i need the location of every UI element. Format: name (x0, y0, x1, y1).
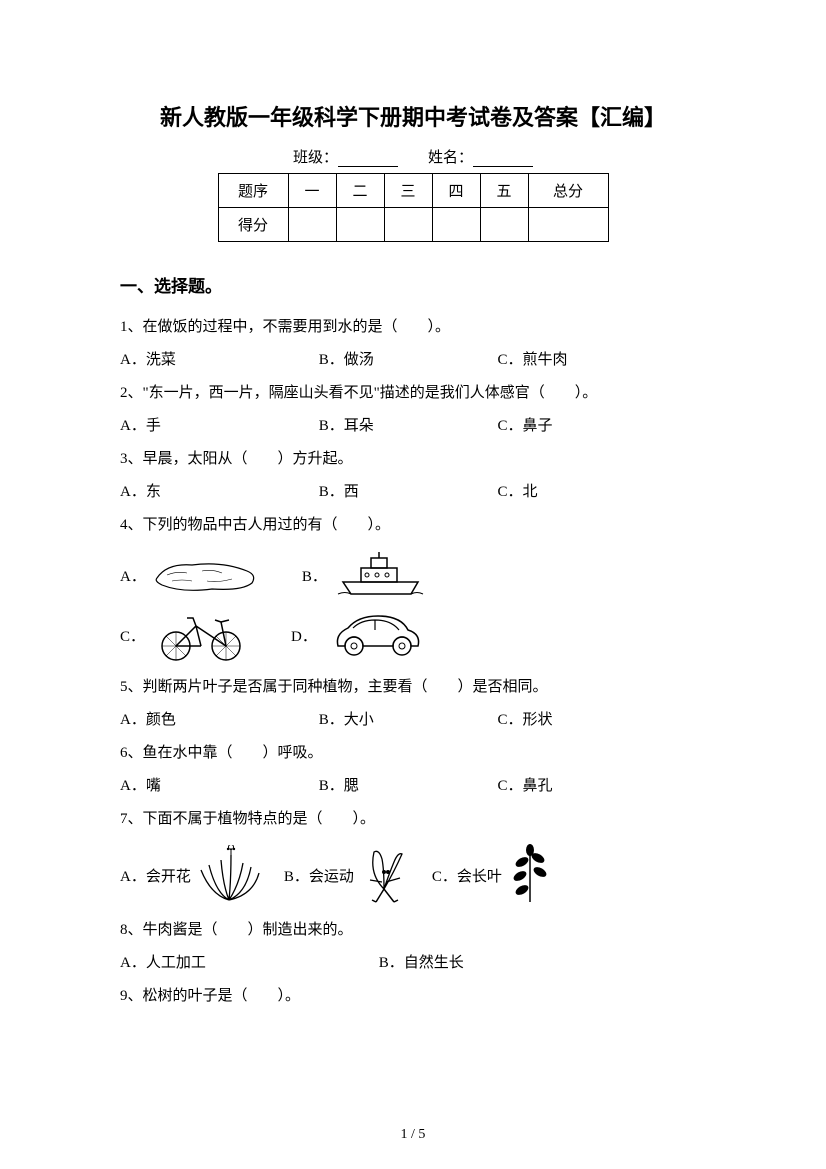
q7-opt-a: A．会开花 (120, 865, 191, 886)
q4-opt-a-label: A． (120, 565, 146, 586)
ship-icon (333, 550, 428, 600)
q7-options: A．会开花 B．会运动 C．会长叶 (120, 844, 706, 906)
q3-options: A．东 B．西 C．北 (120, 476, 706, 509)
question-5: 5、判断两片叶子是否属于同种植物，主要看（ ）是否相同。 (120, 671, 706, 704)
td-blank (288, 208, 336, 242)
th-2: 二 (336, 174, 384, 208)
q2-opt-a: A．手 (120, 410, 315, 443)
q4-opt-c-label: C． (120, 625, 145, 646)
q5-opt-a: A．颜色 (120, 704, 315, 737)
q5-opt-b: B．大小 (319, 704, 494, 737)
th-1: 一 (288, 174, 336, 208)
q8-opt-a: A．人工加工 (120, 947, 375, 980)
q3-opt-c: C．北 (498, 476, 538, 509)
name-blank (473, 153, 533, 167)
bicycle-icon (151, 608, 251, 663)
q4-row-cd: C． D． (120, 608, 706, 663)
td-blank (480, 208, 528, 242)
question-3: 3、早晨，太阳从（ ）方升起。 (120, 443, 706, 476)
car-icon (323, 608, 428, 663)
page-footer: 1 / 5 (0, 1127, 826, 1143)
question-9: 9、松树的叶子是（ ）。 (120, 980, 706, 1013)
q2-opt-c: C．鼻子 (498, 410, 553, 443)
q6-options: A．嘴 B．腮 C．鼻孔 (120, 770, 706, 803)
table-row: 得分 (218, 208, 608, 242)
running-plant-icon (354, 844, 414, 906)
q7-opt-b: B．会运动 (284, 865, 354, 886)
th-4: 四 (432, 174, 480, 208)
question-1: 1、在做饭的过程中，不需要用到水的是（ ）。 (120, 311, 706, 344)
q2-options: A．手 B．耳朵 C．鼻子 (120, 410, 706, 443)
q8-opt-b: B．自然生长 (379, 947, 464, 980)
q7-opt-c: C．会长叶 (432, 865, 502, 886)
score-table: 题序 一 二 三 四 五 总分 得分 (218, 173, 609, 242)
stone-axe-icon (152, 553, 262, 598)
td-score-label: 得分 (218, 208, 288, 242)
class-blank (338, 153, 398, 167)
q8-options: A．人工加工 B．自然生长 (120, 947, 706, 980)
th-5: 五 (480, 174, 528, 208)
td-blank (336, 208, 384, 242)
table-row: 题序 一 二 三 四 五 总分 (218, 174, 608, 208)
q4-row-ab: A． B． (120, 550, 706, 600)
q1-opt-c: C．煎牛肉 (498, 344, 568, 377)
leaf-branch-icon (502, 844, 557, 906)
q5-options: A．颜色 B．大小 C．形状 (120, 704, 706, 737)
q3-opt-a: A．东 (120, 476, 315, 509)
q6-opt-b: B．腮 (319, 770, 494, 803)
td-blank (384, 208, 432, 242)
page-title: 新人教版一年级科学下册期中考试卷及答案【汇编】 (120, 100, 706, 132)
q5-opt-c: C．形状 (498, 704, 553, 737)
section-heading: 一、选择题。 (120, 272, 706, 297)
flower-plant-icon (191, 845, 266, 905)
class-label: 班级： (293, 150, 338, 166)
question-2: 2、"东一片，西一片，隔座山头看不见"描述的是我们人体感官（ ）。 (120, 377, 706, 410)
name-label: 姓名： (428, 150, 473, 166)
q1-opt-b: B．做汤 (319, 344, 494, 377)
q4-opt-b-label: B． (302, 565, 327, 586)
th-seq: 题序 (218, 174, 288, 208)
q1-options: A．洗菜 B．做汤 C．煎牛肉 (120, 344, 706, 377)
q6-opt-c: C．鼻孔 (498, 770, 553, 803)
question-8: 8、牛肉酱是（ ）制造出来的。 (120, 914, 706, 947)
q1-opt-a: A．洗菜 (120, 344, 315, 377)
th-3: 三 (384, 174, 432, 208)
th-total: 总分 (528, 174, 608, 208)
fill-row: 班级： 姓名： (120, 146, 706, 167)
question-6: 6、鱼在水中靠（ ）呼吸。 (120, 737, 706, 770)
q4-opt-d-label: D． (291, 625, 317, 646)
q3-opt-b: B．西 (319, 476, 494, 509)
td-blank (528, 208, 608, 242)
q2-opt-b: B．耳朵 (319, 410, 494, 443)
td-blank (432, 208, 480, 242)
question-4: 4、下列的物品中古人用过的有（ ）。 (120, 509, 706, 542)
question-7: 7、下面不属于植物特点的是（ ）。 (120, 803, 706, 836)
q6-opt-a: A．嘴 (120, 770, 315, 803)
